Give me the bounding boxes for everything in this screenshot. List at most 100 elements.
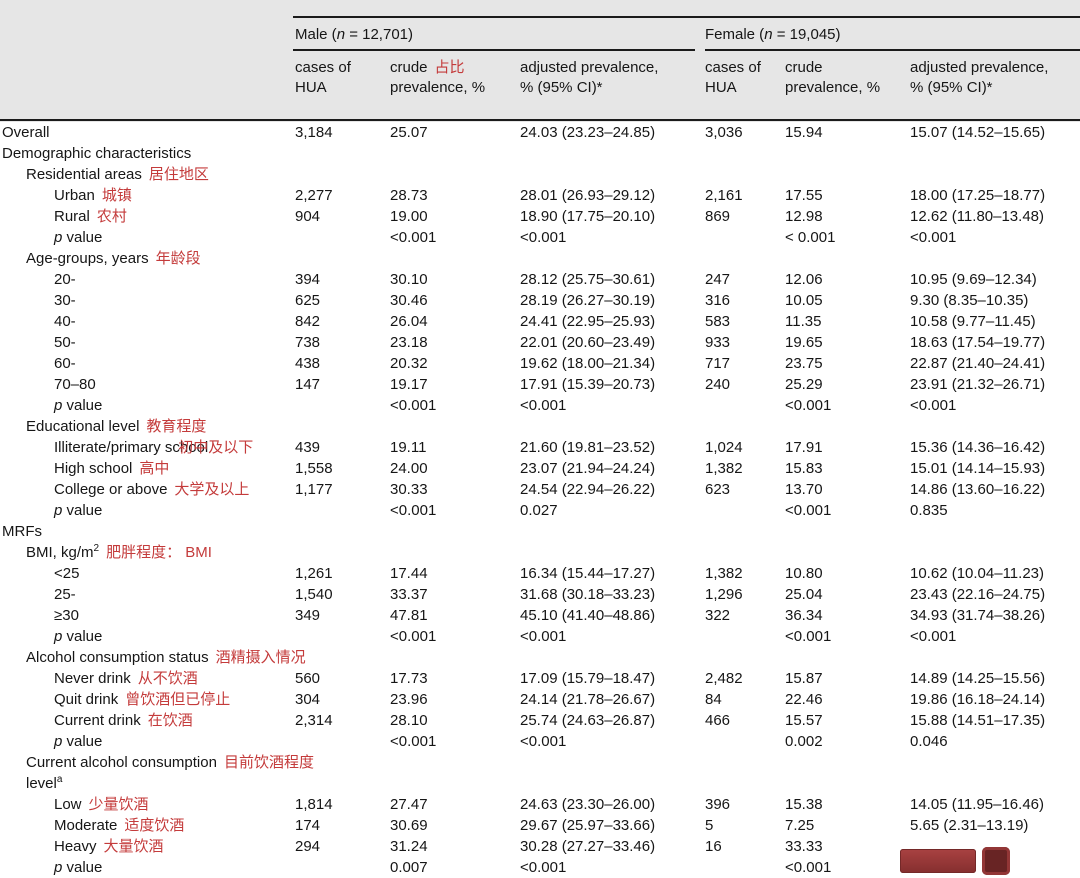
crude-annotation: 占比 [434,59,465,76]
cell-male-crude: 19.11 [390,439,427,456]
cell-female-cases: 623 [705,481,731,498]
cell-female-cases: 247 [705,271,731,288]
cell-female-crude: 36.34 [785,607,823,624]
row-label: Urban 城镇 [54,187,132,204]
cell-male-adjusted: 18.90 (17.75–20.10) [520,208,656,225]
cell-male-crude: 24.00 [390,460,428,477]
cell-female-crude: 10.80 [785,565,823,582]
cell-female-crude: 23.75 [785,355,823,372]
red-annotation: 酒精摄入情况 [215,649,306,666]
cell-male-crude: 27.47 [390,796,428,813]
cell-female-cases [705,626,785,647]
cell-female-cases: 16 [705,838,722,855]
cell-female-cases [705,731,785,752]
cell-female-adjusted: 0.046 [910,733,948,750]
cell-female-crude: 15.57 [785,712,823,729]
cell-female-crude: 11.35 [785,313,822,330]
cell-female-crude: 7.25 [785,817,815,834]
cell-male-crude [390,647,520,668]
cell-male-adjusted: <0.001 [520,859,567,876]
cell-male-crude: <0.001 [390,229,437,246]
female-group-rule [705,49,1080,51]
cell-female-adjusted: 15.88 (14.51–17.35) [910,712,1046,729]
cell-female-adjusted [910,752,1080,794]
cell-male-adjusted: 16.34 (15.44–17.27) [520,565,656,582]
cell-female-crude: 19.65 [785,334,823,351]
table-row-section: Educational level 教育程度 [0,416,1080,437]
table-row-section: Residential areas 居住地区 [0,164,1080,185]
row-label: MRFs [2,523,42,540]
cell-female-cases: 933 [705,334,731,351]
table-row: ≥30 349 47.81 45.10 (41.40–48.86) 322 36.34 34… [0,605,1080,626]
cell-female-crude: 15.38 [785,796,823,813]
table-row: 25- 1,540 33.37 31.68 (30.18–33.23) 1,296 25.… [0,584,1080,605]
cell-male-crude [390,416,520,437]
cell-male-adjusted: 24.03 (23.23–24.85) [520,124,656,141]
cell-male-crude: 28.73 [390,187,428,204]
cell-female-cases: 1,024 [705,439,743,456]
cell-male-adjusted: 24.41 (22.95–25.93) [520,313,656,330]
cell-female-crude: 25.04 [785,586,823,603]
cell-male-crude [390,521,520,542]
row-label: Current alcohol consumption 目前饮酒程度 levela [26,754,314,792]
cell-male-cases: 625 [295,292,321,309]
cell-male-cases: 1,558 [295,460,333,477]
red-annotation: 肥胖程度： BMI [106,544,212,561]
table-row: High school 高中 1,558 24.00 23.07 (21.94–24.2… [0,458,1080,479]
cell-male-cases [295,857,390,878]
table-row: 50- 738 23.18 22.01 (20.60–23.49) 933 19.65 18… [0,332,1080,353]
row-label: Low 少量饮酒 [54,796,149,813]
cell-female-adjusted [910,647,1080,668]
cell-male-cases [295,647,390,668]
cell-male-adjusted: 24.14 (21.78–26.67) [520,691,656,708]
table-row-section: Age-groups, years 年龄段 [0,248,1080,269]
table-row: Heavy 大量饮酒 294 31.24 30.28 (27.27–33.46) 16 33… [0,836,1080,857]
row-label: Alcohol consumption status 酒精摄入情况 [26,649,306,666]
cell-male-crude [390,752,520,794]
table-row: Urban 城镇 2,277 28.73 28.01 (26.93–29.12) 2,16… [0,185,1080,206]
table-row-section: Alcohol consumption status 酒精摄入情况 [0,647,1080,668]
cell-female-adjusted: 19.86 (16.18–24.14) [910,691,1046,708]
cell-female-adjusted: 14.89 (14.25–15.56) [910,670,1046,687]
cell-female-cases [705,857,785,878]
table-row: College or above 大学及以上 1,177 30.33 24.54 (22… [0,479,1080,500]
red-annotation: 大量饮酒 [103,838,164,855]
cell-male-crude: 20.32 [390,355,428,372]
cell-male-adjusted: 0.027 [520,502,558,519]
watermark-logo-text-icon [900,849,976,873]
table-row-section: MRFs [0,521,1080,542]
table-row: 70–80 147 19.17 17.91 (15.39–20.73) 240 25.29… [0,374,1080,395]
cell-female-crude: < 0.001 [785,229,836,246]
cell-male-cases [295,542,390,563]
row-label: p value [54,859,103,876]
row-label: College or above 大学及以上 [54,481,250,498]
cell-female-crude: 12.06 [785,271,823,288]
cell-male-cases: 904 [295,208,321,225]
cell-male-adjusted: 22.01 (20.60–23.49) [520,334,656,351]
cell-male-cases: 738 [295,334,321,351]
cell-male-adjusted: 25.74 (24.63–26.87) [520,712,656,729]
row-label: p value [54,502,103,519]
cell-male-crude: 26.04 [390,313,428,330]
cell-male-cases: 2,314 [295,712,333,729]
cell-female-crude: 17.55 [785,187,823,204]
cell-female-adjusted [910,143,1080,164]
row-label: BMI, kg/m2 肥胖程度： BMI [26,543,212,562]
cell-female-crude [785,416,910,437]
col-header-male-crude: crude 占比 prevalence, % [390,59,486,96]
cell-male-crude [390,143,520,164]
row-label: p value [54,397,103,414]
cell-male-adjusted [520,143,705,164]
cell-female-adjusted: 23.91 (21.32–26.71) [910,376,1046,393]
red-annotation: 大学及以上 [174,481,250,498]
cell-female-crude: 17.91 [785,439,823,456]
cell-female-crude [785,248,910,269]
table-row: <25 1,261 17.44 16.34 (15.44–17.27) 1,382 10.… [0,563,1080,584]
cell-male-cases [295,248,390,269]
cell-male-cases: 3,184 [295,124,333,141]
cell-female-cases [705,521,785,542]
cell-male-adjusted: <0.001 [520,229,567,246]
cell-male-cases: 438 [295,355,321,372]
row-label: Current drink 在饮酒 [54,712,193,729]
cell-female-crude: 13.70 [785,481,823,498]
